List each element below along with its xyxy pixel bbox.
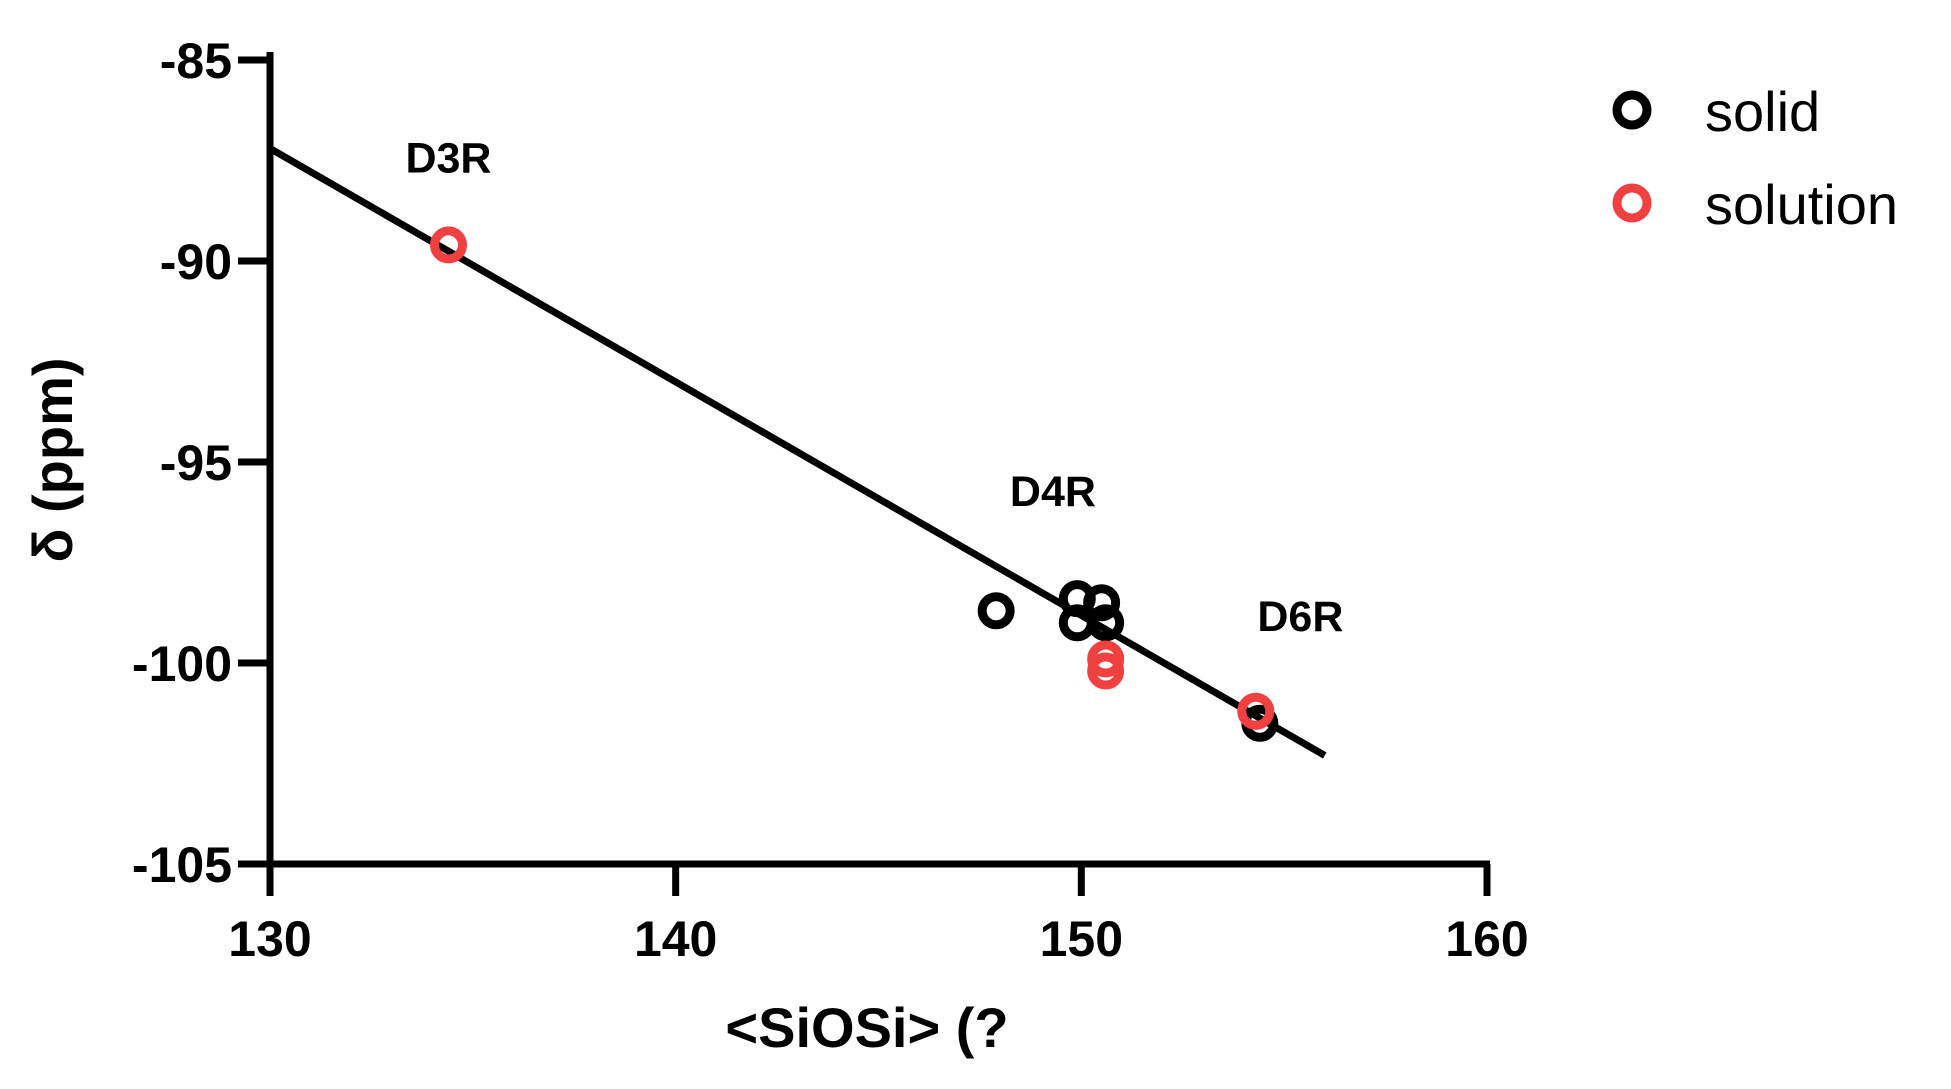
data-point-solution [429, 226, 467, 264]
data-point-solid [977, 592, 1015, 630]
data-points [429, 226, 1279, 742]
y-axis-ticks: -85 -90 -95 -100 -105 [132, 33, 270, 893]
x-axis-ticks: 130 140 150 160 [228, 864, 1529, 967]
x-tick-label: 130 [228, 911, 311, 967]
x-tick-label: 150 [1040, 911, 1123, 967]
x-tick-label: 160 [1445, 911, 1528, 967]
legend-label-solution: solution [1705, 173, 1898, 236]
plot-area: -85 -90 -95 -100 -105 130 140 150 160 D3R D4R D6R [132, 33, 1529, 967]
y-tick-label: -100 [132, 636, 232, 692]
annotation-d3r: D3R [405, 135, 491, 183]
legend-marker-solution-icon [1612, 183, 1652, 223]
x-axis-label: <SiOSi> (? [725, 996, 1008, 1059]
y-tick-label: -90 [160, 234, 232, 290]
annotation-d6r: D6R [1257, 593, 1343, 641]
data-point-solid [1087, 604, 1125, 642]
legend-item-solid[interactable]: solid [1612, 80, 1820, 143]
annotation-d4r: D4R [1010, 468, 1096, 516]
legend-label-solid: solid [1705, 80, 1820, 143]
annotations: D3R D4R D6R [405, 135, 1343, 641]
y-axis-label: δ (ppm) [21, 357, 84, 562]
legend-item-solution[interactable]: solution [1612, 173, 1898, 236]
data-point-solution [1237, 692, 1275, 730]
data-point-solid [1058, 604, 1096, 642]
legend-marker-solid-icon [1612, 90, 1652, 130]
legend: solid solution [1612, 80, 1898, 236]
y-tick-label: -85 [160, 33, 232, 89]
y-tick-label: -95 [160, 435, 232, 491]
y-tick-label: -105 [132, 837, 232, 893]
data-point-solution [1087, 652, 1125, 690]
data-point-solid [1083, 584, 1121, 622]
regression-line [268, 145, 1327, 759]
regression-line-group [268, 145, 1327, 759]
x-tick-label: 140 [634, 911, 717, 967]
